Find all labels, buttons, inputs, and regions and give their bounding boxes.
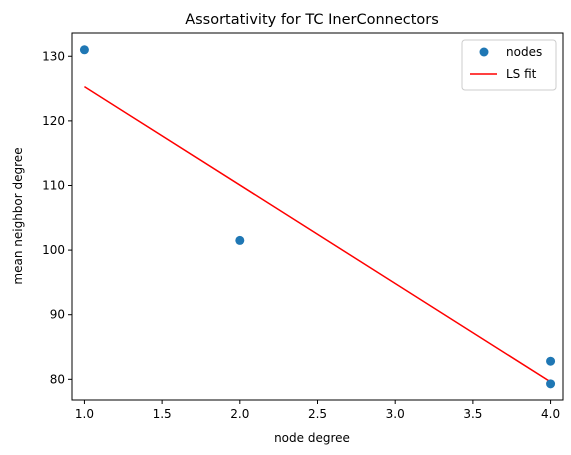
- legend-ls-fit-label: LS fit: [506, 67, 537, 81]
- x-tick-label: 2.5: [308, 407, 327, 421]
- y-tick-label: 130: [42, 49, 65, 63]
- y-tick-label: 110: [42, 178, 65, 192]
- legend-nodes-marker: [479, 47, 489, 57]
- series-layer: [79, 45, 556, 389]
- x-tick-label: 1.0: [75, 407, 94, 421]
- y-axis-ticks: 80 90 100 110 120 130: [42, 49, 72, 386]
- ls-fit-line: [84, 85, 551, 383]
- x-axis-label: node degree: [274, 431, 350, 445]
- data-point-node: [235, 235, 245, 245]
- y-tick-label: 120: [42, 114, 65, 128]
- legend: nodes LS fit: [461, 39, 557, 91]
- y-tick-label: 100: [42, 243, 65, 257]
- axes-border: [71, 32, 564, 401]
- data-point-node: [546, 356, 556, 366]
- chart-title: Assortativity for TC InerConnectors: [185, 12, 439, 28]
- x-tick-label: 1.5: [153, 407, 172, 421]
- x-axis-ticks: 1.0 1.5 2.0 2.5 3.0 3.5 4.0: [75, 400, 560, 421]
- data-point-node: [79, 45, 89, 55]
- x-tick-label: 3.5: [463, 407, 482, 421]
- legend-nodes-label: nodes: [506, 45, 542, 59]
- plot-area: [72, 33, 563, 400]
- y-tick-label: 80: [50, 372, 65, 386]
- x-tick-label: 4.0: [541, 407, 560, 421]
- x-tick-label: 2.0: [230, 407, 249, 421]
- x-tick-label: 3.0: [386, 407, 405, 421]
- data-point-node: [546, 379, 556, 389]
- axes-frame: [72, 33, 563, 400]
- y-axis-label: mean neighbor degree: [11, 147, 25, 284]
- y-tick-label: 90: [50, 308, 65, 322]
